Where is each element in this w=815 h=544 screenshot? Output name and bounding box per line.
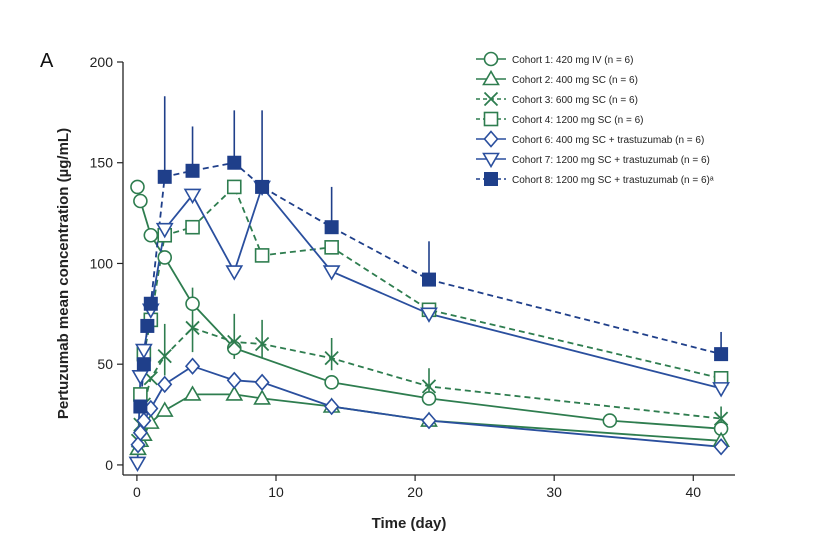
data-point-series-5 bbox=[254, 373, 270, 392]
data-point-series-2 bbox=[155, 401, 174, 417]
legend-label: Cohort 7: 1200 mg SC + trastuzumab (n = … bbox=[512, 155, 710, 166]
y-tick-label: 100 bbox=[90, 255, 114, 271]
data-point-series-3 bbox=[227, 334, 242, 350]
data-point-series-3 bbox=[713, 411, 729, 426]
data-point-series-7 bbox=[185, 163, 200, 178]
x-tick-label: 20 bbox=[407, 484, 423, 500]
data-point-series-7 bbox=[324, 220, 339, 235]
data-point-series-2 bbox=[225, 385, 244, 401]
legend-marker bbox=[483, 130, 499, 148]
legend-marker bbox=[483, 51, 499, 67]
data-point-series-1 bbox=[130, 179, 145, 195]
legend-marker bbox=[484, 172, 498, 186]
y-tick-label: 0 bbox=[105, 457, 113, 473]
data-point-series-4 bbox=[226, 179, 242, 195]
x-axis-title: Time (day) bbox=[372, 515, 447, 532]
data-point-series-6 bbox=[128, 456, 147, 473]
data-point-series-7 bbox=[140, 318, 155, 333]
data-point-series-5 bbox=[130, 436, 146, 454]
data-point-series-3 bbox=[185, 320, 200, 336]
data-point-series-5 bbox=[157, 375, 173, 394]
data-point-series-6 bbox=[322, 265, 341, 281]
data-point-series-5 bbox=[226, 371, 242, 390]
legend-marker bbox=[482, 152, 500, 169]
data-point-series-6 bbox=[420, 307, 438, 323]
x-tick-label: 40 bbox=[685, 484, 701, 500]
data-point-series-7 bbox=[143, 296, 158, 311]
data-point-series-6 bbox=[131, 369, 150, 386]
data-point-series-4 bbox=[254, 248, 270, 263]
data-point-series-1 bbox=[185, 296, 200, 312]
data-point-series-7 bbox=[422, 272, 436, 287]
data-point-series-3 bbox=[254, 336, 270, 352]
data-point-series-1 bbox=[324, 375, 339, 390]
data-point-series-7 bbox=[133, 399, 148, 414]
legend-marker bbox=[482, 69, 500, 86]
data-point-series-1 bbox=[421, 391, 437, 406]
data-point-series-3 bbox=[324, 351, 339, 366]
data-point-series-7 bbox=[227, 155, 242, 170]
data-point-series-7 bbox=[714, 347, 729, 362]
data-point-series-7 bbox=[255, 179, 270, 194]
data-point-series-6 bbox=[225, 265, 244, 281]
data-point-series-6 bbox=[183, 188, 202, 205]
y-tick-label: 200 bbox=[90, 54, 114, 70]
y-tick-label: 50 bbox=[97, 356, 113, 372]
data-point-series-1 bbox=[157, 250, 173, 265]
series-line-1 bbox=[136, 186, 722, 430]
data-point-series-7 bbox=[136, 357, 151, 372]
data-point-series-1 bbox=[133, 193, 148, 209]
legend-label: Cohort 2: 400 mg SC (n = 6) bbox=[512, 75, 638, 86]
data-point-series-5 bbox=[713, 438, 729, 456]
y-axis-title: Pertuzumab mean concentration (µg/mL) bbox=[55, 128, 72, 419]
data-point-series-6 bbox=[712, 382, 730, 398]
data-point-series-5 bbox=[136, 411, 152, 430]
data-point-series-5 bbox=[184, 357, 201, 375]
data-point-series-5 bbox=[421, 411, 437, 430]
data-point-series-3 bbox=[157, 349, 172, 364]
legend-marker bbox=[483, 91, 499, 107]
y-tick-label: 150 bbox=[90, 155, 114, 171]
data-point-series-7 bbox=[157, 169, 172, 184]
series-line-4 bbox=[139, 185, 722, 395]
data-point-series-2 bbox=[253, 389, 271, 405]
legend-label: Cohort 8: 1200 mg SC + trastuzumab (n = … bbox=[512, 175, 714, 186]
legend-label: Cohort 1: 420 mg IV (n = 6) bbox=[512, 55, 633, 66]
data-point-series-1 bbox=[226, 340, 242, 356]
legend-label: Cohort 6: 400 mg SC + trastuzumab (n = 6… bbox=[512, 135, 704, 146]
x-tick-label: 30 bbox=[546, 484, 562, 500]
data-point-series-5 bbox=[324, 397, 340, 416]
data-point-series-1 bbox=[602, 413, 618, 428]
data-point-series-3 bbox=[421, 379, 437, 394]
data-point-series-6 bbox=[134, 343, 153, 360]
data-point-series-4 bbox=[324, 240, 339, 255]
data-point-series-4 bbox=[133, 387, 148, 402]
data-point-series-1 bbox=[143, 227, 159, 243]
data-point-series-4 bbox=[185, 219, 200, 235]
x-tick-label: 10 bbox=[268, 484, 284, 500]
panel-label: A bbox=[40, 50, 54, 72]
data-point-series-2 bbox=[183, 385, 202, 401]
x-tick-label: 0 bbox=[133, 484, 141, 500]
legend-marker bbox=[483, 111, 499, 127]
data-point-series-6 bbox=[155, 222, 174, 239]
legend-label: Cohort 4: 1200 mg SC (n = 6) bbox=[512, 115, 643, 126]
legend-label: Cohort 3: 600 mg SC (n = 6) bbox=[512, 95, 638, 106]
